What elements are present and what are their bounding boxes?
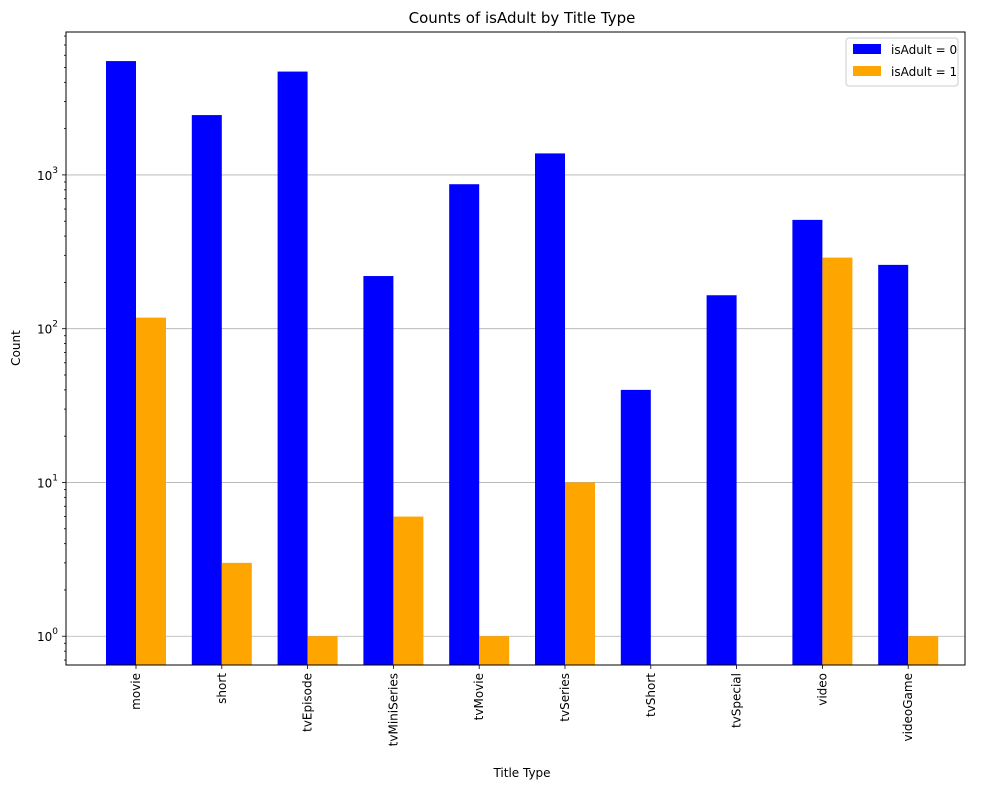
bar-videoGame-isadult-1 (908, 636, 939, 665)
x-tick-label-movie: movie (129, 673, 143, 710)
legend-label-isadult-0: isAdult = 0 (891, 43, 957, 57)
y-axis-label: Count (9, 330, 23, 366)
bar-movie-isadult-0 (106, 61, 136, 665)
y-tick-label: 102 (37, 320, 58, 337)
bar-tvSpecial-isadult-0 (706, 295, 737, 665)
bar-movie-isadult-1 (136, 317, 166, 665)
y-tick-label: 100 (37, 627, 58, 644)
x-tick-label-tvEpisode: tvEpisode (301, 673, 315, 732)
y-tick-label: 101 (37, 473, 58, 490)
bar-tvMovie-isadult-1 (479, 636, 510, 665)
x-tick-label-tvSeries: tvSeries (558, 673, 572, 722)
bars (106, 61, 939, 666)
bar-short-isadult-0 (191, 115, 222, 666)
bar-tvShort-isadult-0 (620, 389, 651, 665)
y-axis: 100 101 102 103 (37, 35, 66, 661)
legend-swatch-isadult-0 (853, 44, 881, 54)
bar-tvMiniSeries-isadult-1 (393, 516, 424, 665)
x-tick-label-tvMovie: tvMovie (472, 673, 486, 720)
bar-videoGame-isadult-0 (878, 264, 909, 665)
chart-title: Counts of isAdult by Title Type (409, 9, 636, 27)
legend-label-isadult-1: isAdult = 1 (891, 65, 957, 79)
x-tick-label-video: video (815, 673, 829, 706)
legend-swatch-isadult-1 (853, 66, 881, 76)
plot-area (65, 31, 966, 666)
bar-tvEpisode-isadult-1 (307, 636, 338, 665)
bar-tvEpisode-isadult-0 (277, 71, 308, 665)
x-tick-label-tvMiniSeries: tvMiniSeries (386, 673, 400, 746)
x-axis: movie short tvEpisode tvMiniSeries tvMovie tv… (129, 665, 915, 746)
bar-tvSeries-isadult-1 (565, 482, 595, 665)
bar-tvMovie-isadult-0 (449, 184, 480, 665)
bar-video-isadult-1 (822, 257, 853, 665)
legend: isAdult = 0 isAdult = 1 (845, 37, 959, 87)
bar-short-isadult-1 (221, 562, 252, 665)
x-tick-label-tvSpecial: tvSpecial (730, 673, 744, 728)
x-tick-label-short: short (215, 673, 229, 704)
x-tick-label-tvShort: tvShort (644, 673, 658, 717)
y-tick-label: 103 (37, 166, 58, 183)
bar-tvMiniSeries-isadult-0 (363, 276, 394, 665)
bar-video-isadult-0 (792, 219, 823, 666)
x-axis-label: Title Type (492, 766, 550, 780)
x-tick-label-videoGame: videoGame (901, 673, 915, 742)
bar-tvSeries-isadult-0 (535, 153, 565, 665)
